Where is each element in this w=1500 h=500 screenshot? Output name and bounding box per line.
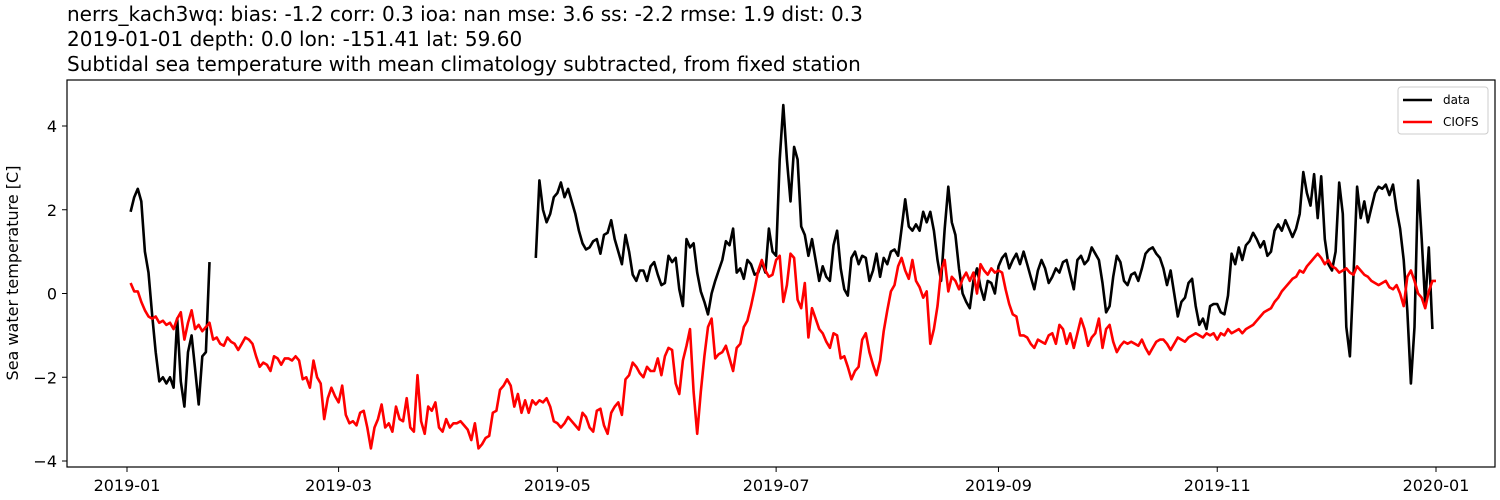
title-meta-line: 2019-01-01 depth: 0.0 lon: -151.41 lat: … [67, 27, 523, 51]
x-tick-label: 2019-05 [524, 476, 591, 495]
y-tick-label: 4 [47, 117, 57, 136]
x-tick-label: 2019-09 [965, 476, 1032, 495]
legend-label-ciofs: CIOFS [1443, 115, 1479, 129]
legend: data CIOFS [1397, 86, 1489, 135]
y-tick-label: 0 [47, 285, 57, 304]
x-tick-label: 2019-11 [1184, 476, 1251, 495]
y-axis-label: Sea water temperature [C] [3, 166, 22, 381]
series-line-data [129, 187, 211, 408]
title-stats-line: nerrs_kach3wq: bias: -1.2 corr: 0.3 ioa:… [67, 2, 863, 26]
y-tick-label: 2 [47, 201, 57, 220]
y-tick-label: −2 [33, 368, 57, 387]
title-description-line: Subtidal sea temperature with mean clima… [67, 52, 861, 76]
x-tick-label: 2020-01 [1403, 476, 1470, 495]
plot-lines [129, 103, 1436, 450]
y-axis: −4 −2 0 2 4 [33, 117, 67, 471]
x-axis: 2019-01 2019-03 2019-05 2019-07 2019-09 2019-… [94, 467, 1470, 495]
figure-title: nerrs_kach3wq: bias: -1.2 corr: 0.3 ioa:… [67, 2, 863, 77]
plot-frame [66, 79, 1496, 468]
y-tick-label: −4 [33, 452, 57, 471]
series-line-ciofs [129, 252, 1436, 450]
x-tick-label: 2019-01 [94, 476, 161, 495]
x-tick-label: 2019-07 [743, 476, 810, 495]
series-line-data [534, 103, 1434, 385]
x-tick-label: 2019-03 [305, 476, 372, 495]
legend-label-data: data [1443, 93, 1470, 107]
